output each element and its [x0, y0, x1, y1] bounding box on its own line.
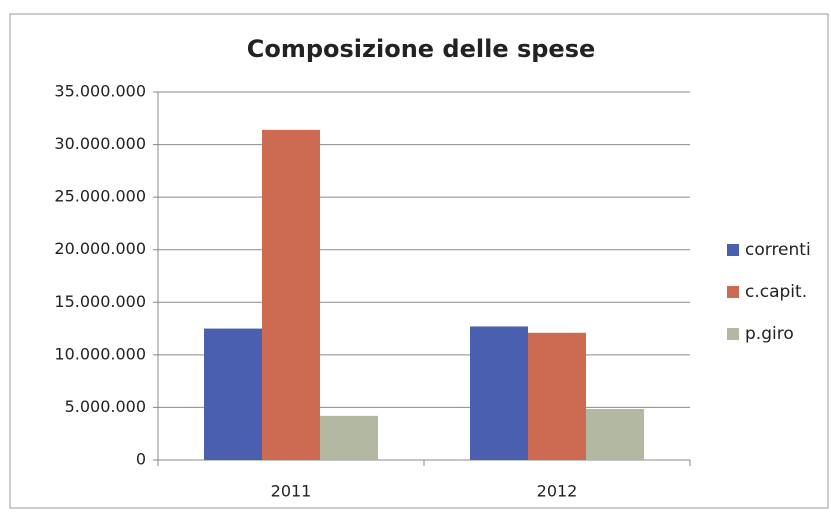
x-tick-label: 2012: [537, 482, 578, 501]
legend-label: correnti: [745, 240, 811, 260]
y-tick-label: 0: [136, 450, 146, 469]
chart-border: [9, 13, 829, 509]
legend-swatch: [727, 286, 739, 298]
y-tick-label: 15.000.000: [54, 292, 146, 311]
y-tick-label: 35.000.000: [54, 82, 146, 101]
bar: [204, 328, 262, 460]
bar: [470, 326, 528, 460]
y-tick-label: 30.000.000: [54, 134, 146, 153]
legend-label: p.giro: [745, 324, 794, 344]
chart-title: Composizione delle spese: [247, 35, 596, 63]
legend-swatch: [727, 328, 739, 340]
y-tick-label: 20.000.000: [54, 239, 146, 258]
y-tick-label: 25.000.000: [54, 187, 146, 206]
y-tick-label: 10.000.000: [54, 344, 146, 363]
bar: [528, 332, 586, 460]
x-tick-label: 2011: [271, 482, 312, 501]
y-tick-label: 5.000.000: [65, 397, 146, 416]
bar: [262, 129, 320, 460]
bar: [320, 415, 378, 460]
legend-label: c.capit.: [745, 282, 807, 302]
bar: [586, 409, 644, 460]
legend-swatch: [727, 244, 739, 256]
